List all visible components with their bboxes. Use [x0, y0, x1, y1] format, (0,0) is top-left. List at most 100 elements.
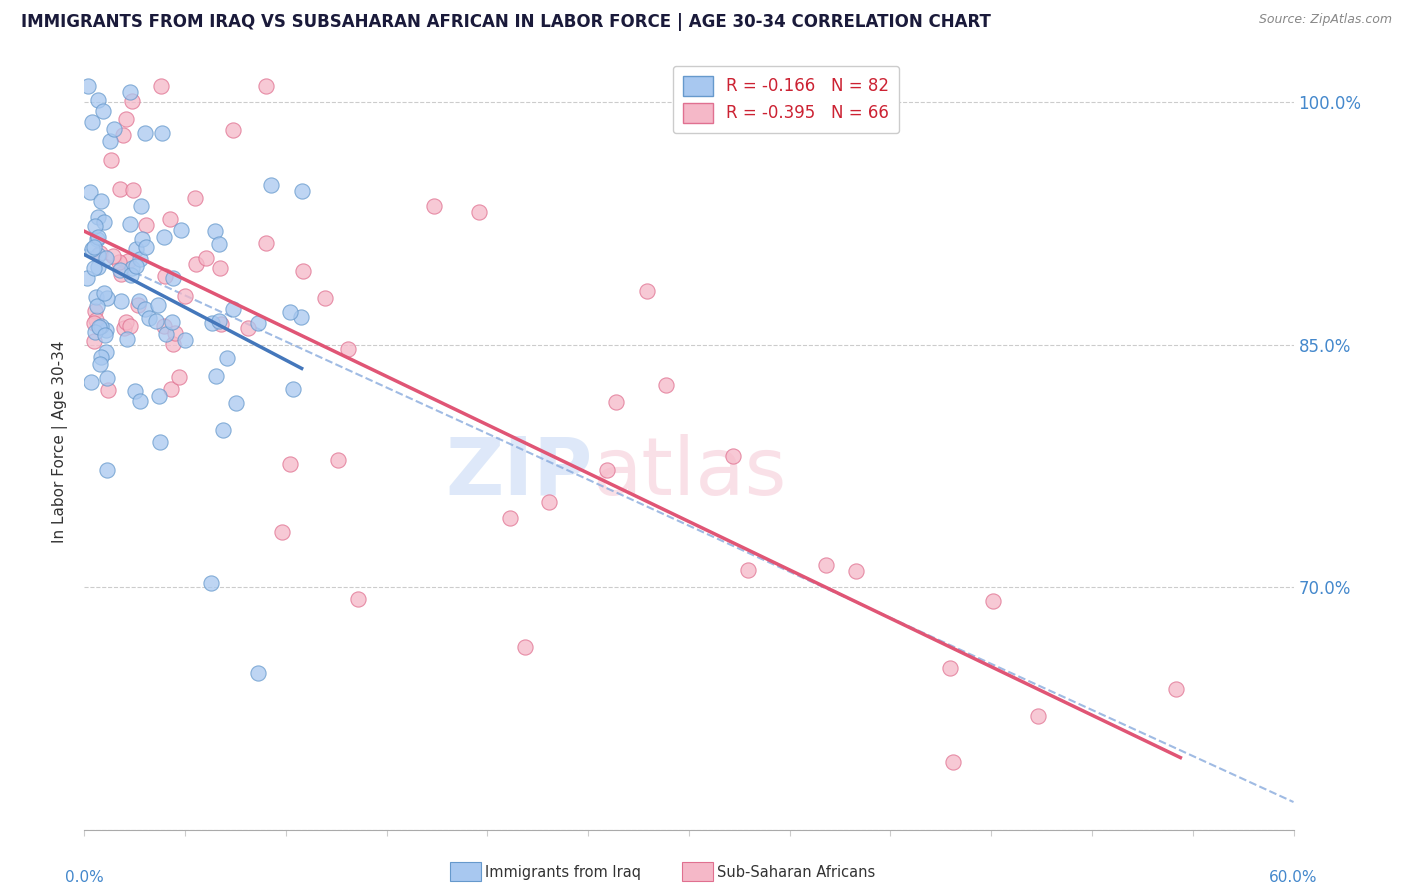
Text: 0.0%: 0.0% — [65, 870, 104, 885]
Point — [195, 251, 218, 265]
Point — [314, 291, 336, 305]
Point — [515, 640, 537, 654]
Point — [981, 593, 1004, 607]
Point — [280, 305, 302, 319]
Text: Source: ZipAtlas.com: Source: ZipAtlas.com — [1258, 13, 1392, 27]
Point — [98, 134, 121, 148]
Point — [120, 319, 142, 334]
Point — [215, 351, 238, 365]
Point — [636, 284, 658, 298]
Point — [149, 435, 172, 450]
Point — [290, 310, 312, 324]
Point — [84, 326, 107, 340]
Point — [1164, 681, 1187, 696]
Point — [120, 268, 142, 282]
Point — [84, 304, 107, 318]
Point — [326, 452, 349, 467]
Point — [155, 326, 177, 341]
Point — [134, 301, 156, 316]
Point — [90, 350, 112, 364]
Point — [117, 254, 139, 268]
Point — [108, 255, 131, 269]
Point — [97, 383, 120, 397]
Point — [87, 93, 110, 107]
Point — [114, 315, 136, 329]
Point — [121, 260, 143, 275]
Point — [90, 319, 112, 334]
Point — [87, 260, 110, 274]
Point — [94, 328, 117, 343]
Point — [162, 336, 184, 351]
Point — [184, 191, 207, 205]
Point — [150, 78, 173, 93]
Point — [115, 112, 138, 126]
Point — [208, 236, 231, 251]
Point — [110, 267, 132, 281]
Point — [160, 315, 183, 329]
Point — [87, 248, 110, 262]
Point — [103, 122, 125, 136]
Point — [80, 115, 103, 129]
Point — [129, 199, 152, 213]
Point — [254, 78, 277, 93]
Point — [201, 316, 224, 330]
Point — [737, 563, 759, 577]
Point — [145, 314, 167, 328]
Point — [135, 240, 157, 254]
Point — [162, 271, 184, 285]
Point — [942, 756, 965, 770]
Point — [93, 286, 115, 301]
Point — [160, 382, 183, 396]
Point — [222, 123, 245, 137]
Point — [150, 126, 173, 140]
Point — [91, 104, 114, 119]
Point — [654, 377, 676, 392]
Point — [76, 271, 98, 285]
Point — [291, 184, 314, 198]
Text: Sub-Saharan Africans: Sub-Saharan Africans — [717, 865, 876, 880]
Point — [86, 300, 108, 314]
Point — [169, 223, 191, 237]
Point — [246, 317, 269, 331]
Point — [129, 394, 152, 409]
Point — [236, 321, 259, 335]
Point — [209, 260, 232, 275]
Point — [499, 510, 522, 524]
Point — [89, 357, 111, 371]
Point — [209, 317, 232, 331]
Point — [134, 126, 156, 140]
Point — [163, 326, 186, 341]
Point — [153, 318, 176, 333]
Legend: R = -0.166   N = 82, R = -0.395   N = 66: R = -0.166 N = 82, R = -0.395 N = 66 — [672, 66, 898, 133]
Text: 60.0%: 60.0% — [1270, 870, 1317, 885]
Point — [120, 217, 142, 231]
Point — [173, 333, 195, 347]
Point — [468, 205, 491, 219]
Point — [83, 261, 105, 276]
Point — [1170, 868, 1192, 882]
Point — [89, 246, 111, 260]
Point — [212, 423, 235, 437]
Point — [174, 289, 197, 303]
Point — [83, 239, 105, 253]
Point — [83, 219, 105, 233]
Point — [103, 249, 125, 263]
Point — [84, 313, 107, 327]
Text: IMMIGRANTS FROM IRAQ VS SUBSAHARAN AFRICAN IN LABOR FORCE | AGE 30-34 CORRELATIO: IMMIGRANTS FROM IRAQ VS SUBSAHARAN AFRIC… — [21, 13, 991, 31]
Point — [89, 320, 111, 334]
Point — [200, 576, 222, 591]
Point — [346, 591, 368, 606]
Point — [122, 183, 145, 197]
Point — [112, 321, 135, 335]
Point — [138, 311, 160, 326]
Point — [148, 298, 170, 312]
Point — [87, 230, 110, 244]
Point — [336, 342, 359, 356]
Point — [96, 345, 118, 359]
Point — [84, 290, 107, 304]
Point — [204, 224, 226, 238]
Point — [118, 85, 141, 99]
Point — [271, 525, 294, 540]
Point — [938, 661, 960, 675]
Point — [83, 316, 105, 330]
